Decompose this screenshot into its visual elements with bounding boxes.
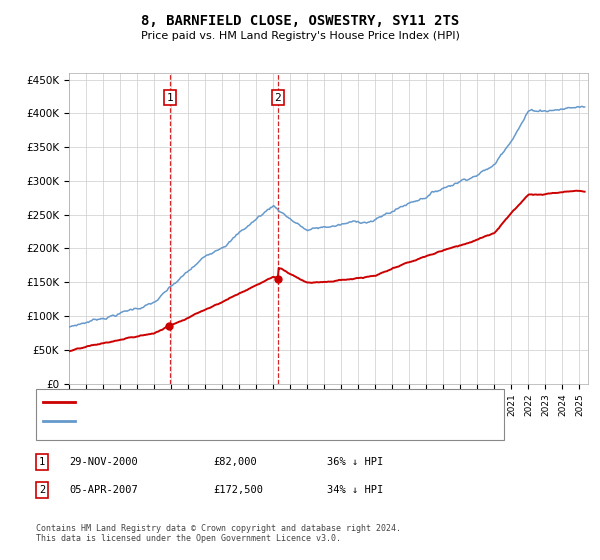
Text: 8, BARNFIELD CLOSE, OSWESTRY, SY11 2TS: 8, BARNFIELD CLOSE, OSWESTRY, SY11 2TS bbox=[141, 14, 459, 28]
Text: 29-NOV-2000: 29-NOV-2000 bbox=[69, 457, 138, 467]
Text: 2: 2 bbox=[274, 92, 281, 102]
Text: Contains HM Land Registry data © Crown copyright and database right 2024.
This d: Contains HM Land Registry data © Crown c… bbox=[36, 524, 401, 543]
Text: 1: 1 bbox=[166, 92, 173, 102]
Text: 2: 2 bbox=[39, 485, 45, 495]
Text: £82,000: £82,000 bbox=[213, 457, 257, 467]
Text: Price paid vs. HM Land Registry's House Price Index (HPI): Price paid vs. HM Land Registry's House … bbox=[140, 31, 460, 41]
Text: 8, BARNFIELD CLOSE, OSWESTRY, SY11 2TS (detached house): 8, BARNFIELD CLOSE, OSWESTRY, SY11 2TS (… bbox=[81, 397, 411, 407]
Text: £172,500: £172,500 bbox=[213, 485, 263, 495]
Text: HPI: Average price, detached house, Shropshire: HPI: Average price, detached house, Shro… bbox=[81, 416, 357, 426]
Text: 1: 1 bbox=[39, 457, 45, 467]
Text: 36% ↓ HPI: 36% ↓ HPI bbox=[327, 457, 383, 467]
Text: 34% ↓ HPI: 34% ↓ HPI bbox=[327, 485, 383, 495]
Text: 05-APR-2007: 05-APR-2007 bbox=[69, 485, 138, 495]
